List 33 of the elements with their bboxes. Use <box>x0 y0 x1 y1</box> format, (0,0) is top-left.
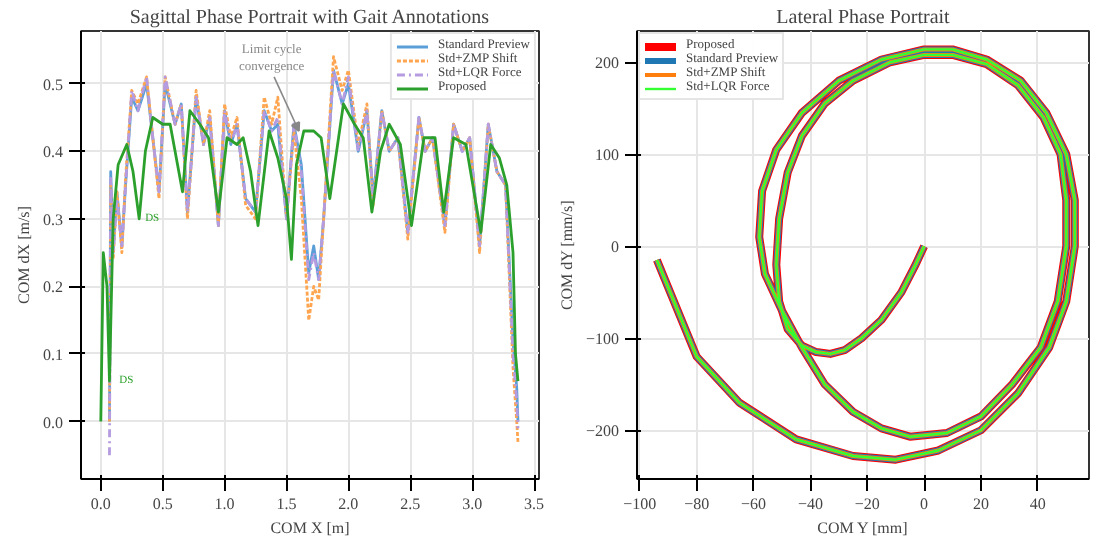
x-tick-label: −60 <box>741 495 767 513</box>
y-tick-label: 0.2 <box>43 278 63 297</box>
x-tick-label: 1.0 <box>214 495 235 513</box>
y-tick-label: −100 <box>585 330 620 349</box>
y-tick-label: 200 <box>595 54 619 73</box>
y-tick-label: 0.5 <box>43 75 63 94</box>
x-tick-label: 3.5 <box>524 495 545 513</box>
y-tick-label: 100 <box>595 146 619 165</box>
y-axis-title: COM dX [m/s] <box>15 205 33 304</box>
x-tick-label: −40 <box>797 495 823 513</box>
y-tick-label: 0.1 <box>43 345 63 364</box>
x-tick-label: 3.0 <box>462 495 483 513</box>
chart-title: Lateral Phase Portrait <box>776 7 951 29</box>
x-tick-label: −100 <box>623 495 657 513</box>
y-tick-label: 0.3 <box>43 210 63 229</box>
y-tick-label: −200 <box>585 422 620 441</box>
x-tick-label: 0.5 <box>152 495 173 513</box>
x-tick-label: 1.5 <box>276 495 297 513</box>
x-tick-label: 0 <box>920 495 929 513</box>
x-axis-title: COM X [m] <box>270 519 351 537</box>
x-tick-label: 2.0 <box>338 495 359 513</box>
x-tick-label: −20 <box>854 495 880 513</box>
chart-title: Sagittal Phase Portrait with Gait Annotations <box>129 7 490 29</box>
x-axis-title: COM Y [mm] <box>817 519 909 537</box>
x-tick-label: 2.5 <box>400 495 421 513</box>
x-tick-label: 40 <box>1029 495 1046 513</box>
x-tick-label: 20 <box>972 495 989 513</box>
x-tick-label: 0.0 <box>90 495 111 513</box>
x-tick-label: −80 <box>684 495 710 513</box>
y-tick-label: 0 <box>611 238 619 257</box>
y-axis-title: COM dY [mm/s] <box>557 199 576 311</box>
y-tick-label: 0.0 <box>43 413 63 432</box>
y-tick-label: 0.4 <box>43 143 63 162</box>
